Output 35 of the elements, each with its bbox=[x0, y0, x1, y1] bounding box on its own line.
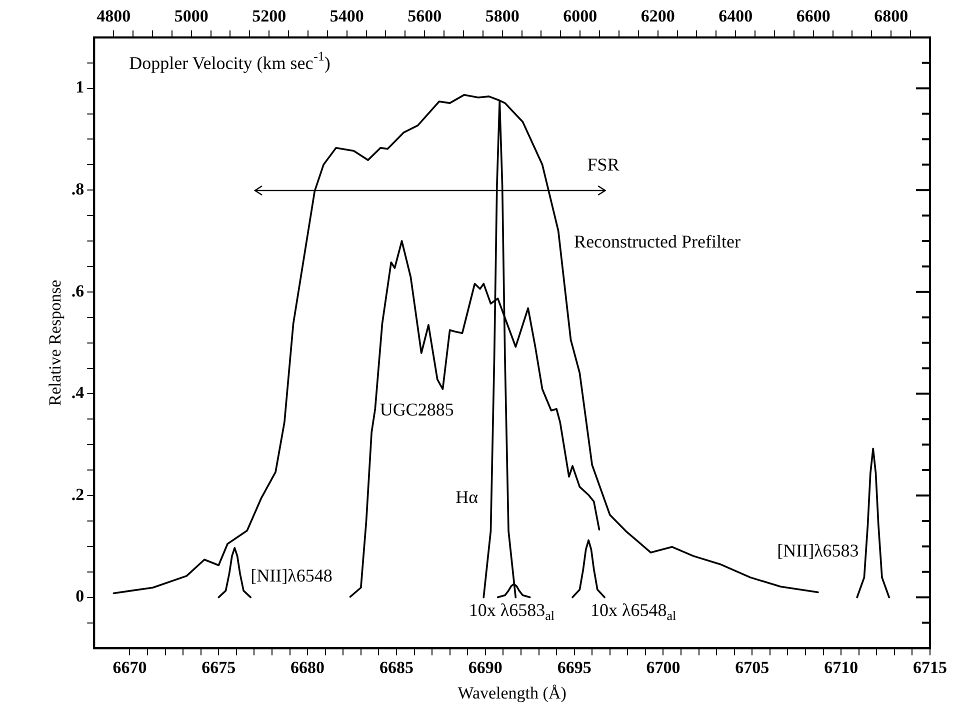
x-tick-label: 6710 bbox=[824, 658, 858, 677]
y-tick-label: .8 bbox=[71, 179, 84, 198]
series-label: Hα bbox=[456, 486, 479, 507]
y-tick-label: .4 bbox=[71, 383, 85, 402]
y-tick-label: .6 bbox=[71, 281, 84, 300]
y-axis-title: Relative Response bbox=[46, 280, 65, 406]
x-tick-label: 6675 bbox=[202, 658, 236, 677]
x-tick-label: 6695 bbox=[557, 658, 592, 677]
x2-tick-label: 5400 bbox=[330, 6, 364, 26]
y-tick-label: .2 bbox=[71, 484, 84, 504]
series-label: Reconstructed Prefilter bbox=[574, 232, 741, 252]
annotation: FSR bbox=[587, 154, 620, 174]
series-label: [NII]λ6583 bbox=[777, 540, 859, 560]
x2-tick-label: 5600 bbox=[408, 6, 442, 26]
x-tick-label: 6705 bbox=[735, 658, 770, 677]
x-tick-label: 6715 bbox=[913, 658, 947, 677]
x-tick-label: 6685 bbox=[379, 658, 414, 677]
x2-tick-label: 5000 bbox=[174, 6, 208, 26]
x-tick-label: 6670 bbox=[112, 658, 147, 677]
series-label: UGC2885 bbox=[380, 400, 454, 420]
x-axis-title: Wavelength (Å) bbox=[458, 683, 566, 702]
x2-tick-label: 5800 bbox=[485, 6, 520, 26]
x2-tick-label: 6200 bbox=[640, 6, 675, 26]
x2-tick-label: 6800 bbox=[874, 6, 908, 26]
x2-tick-label: 6000 bbox=[563, 6, 598, 26]
y-tick-label: 1 bbox=[76, 78, 84, 97]
x2-tick-label: 4800 bbox=[96, 6, 131, 26]
y-tick-label: 0 bbox=[76, 586, 84, 606]
x-tick-label: 6680 bbox=[290, 658, 325, 677]
x2-tick-label: 5200 bbox=[252, 6, 286, 26]
x-tick-label: 6700 bbox=[646, 658, 680, 677]
series-label: [NII]λ6548 bbox=[250, 566, 332, 586]
x2-tick-label: 6600 bbox=[796, 6, 830, 26]
x-tick-label: 6690 bbox=[468, 658, 502, 677]
x2-tick-label: 6400 bbox=[718, 6, 753, 26]
